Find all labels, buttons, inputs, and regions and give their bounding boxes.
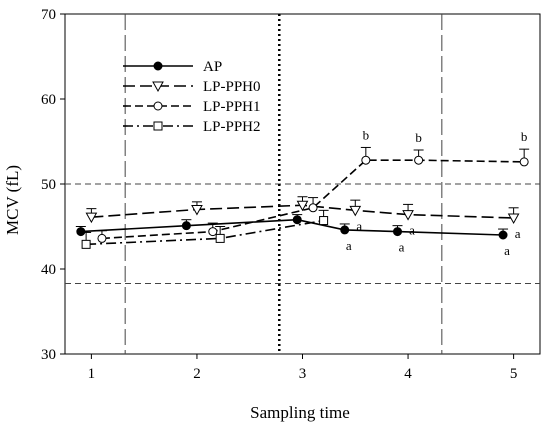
x-axis-label: Sampling time — [250, 403, 350, 422]
legend-marker — [153, 101, 163, 111]
error-bars — [75, 146, 530, 245]
x-tick-label: 2 — [193, 366, 201, 382]
significance-label: a — [346, 238, 352, 253]
significance-labels: a a aa a ab b b — [346, 127, 528, 258]
significance-label: b — [415, 130, 422, 145]
data-point — [519, 157, 529, 167]
legend-label: LP-PPH0 — [203, 79, 261, 95]
significance-label: a — [356, 218, 362, 233]
series-line-0 — [80, 218, 504, 236]
y-tick-label: 50 — [41, 177, 56, 193]
data-point — [340, 225, 350, 235]
x-tick-label: 5 — [510, 366, 518, 382]
significance-label: a — [515, 226, 521, 241]
data-point — [402, 210, 414, 221]
axes: 1 2 3 4 5 30 40 50 60 70 — [41, 7, 517, 382]
significance-label: a — [399, 240, 405, 255]
x-tick-label: 1 — [88, 366, 96, 382]
data-point — [349, 205, 362, 217]
data-point — [507, 213, 520, 225]
legend-marker — [153, 121, 163, 131]
data-point — [81, 239, 91, 249]
data-point — [97, 233, 107, 243]
significance-label: b — [363, 127, 370, 142]
legend-label: LP-PPH1 — [203, 99, 261, 115]
legend-label: AP — [203, 59, 222, 75]
legend: AP LP-PPH0 LP-PPH1 LP-PPH2 — [123, 59, 261, 135]
y-tick-label: 60 — [41, 92, 56, 108]
y-tick-label: 30 — [41, 347, 56, 363]
data-point — [85, 212, 98, 224]
data-point — [308, 203, 318, 213]
x-tick-label: 4 — [404, 366, 412, 382]
data-point — [76, 227, 86, 237]
significance-label: a — [409, 223, 415, 238]
legend-label: LP-PPH2 — [203, 119, 261, 135]
data-markers — [76, 155, 529, 249]
data-point — [191, 205, 203, 216]
data-point — [208, 227, 218, 237]
significance-label: b — [521, 129, 528, 144]
data-point — [498, 230, 508, 240]
series-line-2 — [101, 159, 525, 240]
data-point — [296, 200, 309, 212]
y-tick-label: 70 — [41, 7, 56, 23]
data-point — [215, 233, 225, 243]
series-line-1 — [91, 204, 514, 219]
legend-marker — [152, 81, 164, 93]
data-point — [319, 216, 329, 226]
data-point — [414, 155, 424, 165]
reference-lines — [65, 14, 540, 354]
data-point — [292, 215, 302, 225]
data-point — [181, 221, 191, 231]
y-tick-label: 40 — [41, 262, 56, 278]
x-tick-label: 3 — [299, 366, 307, 382]
legend-marker — [153, 61, 163, 71]
significance-label: a — [504, 243, 510, 258]
data-point — [361, 155, 371, 165]
data-point — [393, 227, 402, 237]
y-axis-label: MCV (fL) — [3, 165, 22, 235]
